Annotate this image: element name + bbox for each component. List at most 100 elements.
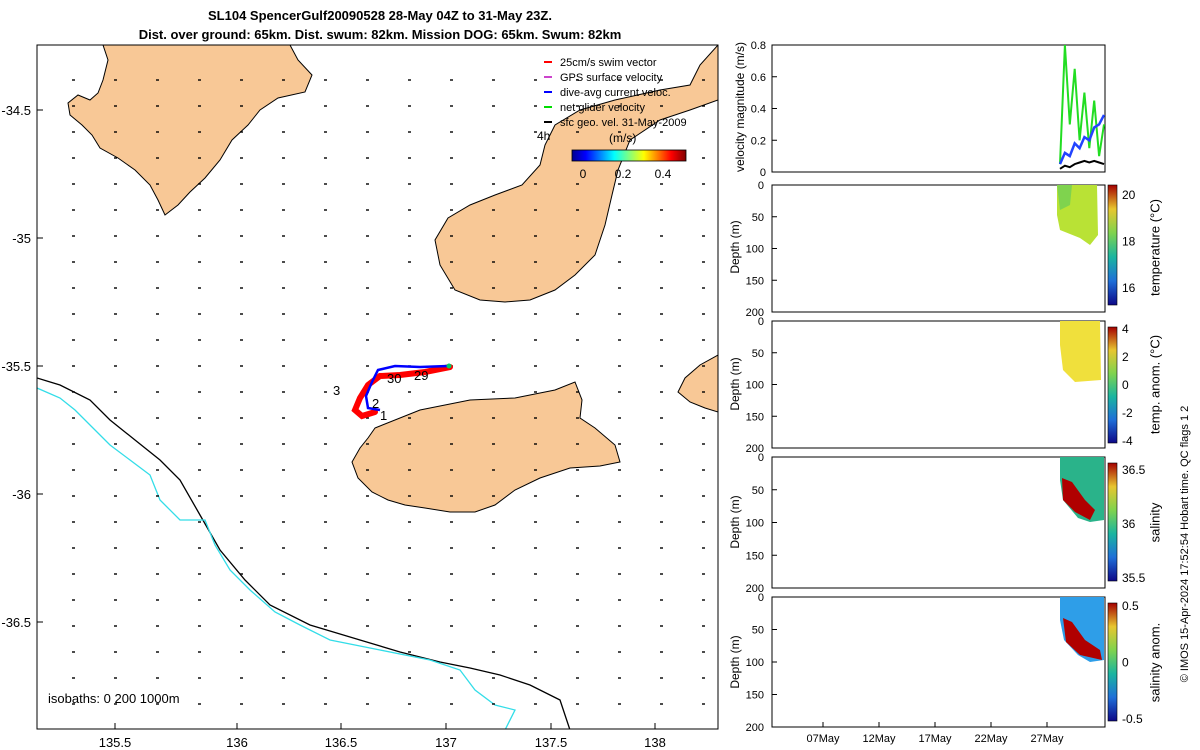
depth-tick-label: 50 bbox=[752, 348, 764, 360]
map-colorbar-tick: 0.2 bbox=[615, 167, 632, 181]
colorbar-tick-label: 35.5 bbox=[1122, 571, 1146, 585]
map-x-tick-label: 137.5 bbox=[535, 735, 568, 750]
glider-track-red bbox=[351, 364, 453, 420]
legend-label: 25cm/s swim vector bbox=[560, 57, 657, 69]
map-axes bbox=[36, 44, 719, 730]
temp-anom-colorbar bbox=[1107, 326, 1118, 444]
colorbar-tick-label: -4 bbox=[1122, 434, 1133, 448]
map-x-tick-label: 138 bbox=[644, 735, 666, 750]
depth-tick-label: 150 bbox=[746, 690, 764, 702]
time-tick-label: 22May bbox=[974, 733, 1008, 745]
map-colorbar-tick: 0.4 bbox=[655, 167, 672, 181]
velocity-panel: 0 0.2 0.4 0.6 0.8 bbox=[751, 40, 1106, 179]
salinity-anom-ylabel: Depth (m) bbox=[728, 635, 742, 689]
isobaths-label: isobaths: 0 200 1000m bbox=[48, 691, 180, 706]
colorbar-tick-label: 2 bbox=[1122, 350, 1129, 364]
salinity-anom-cbar-label: salinity anom. bbox=[1147, 622, 1163, 703]
depth-tick-label: 200 bbox=[746, 443, 764, 455]
depth-tick-label: 200 bbox=[746, 307, 764, 319]
salinity-anom-field-high bbox=[1063, 618, 1102, 660]
depth-tick-label: 150 bbox=[746, 411, 764, 423]
depth-tick-label: 0 bbox=[758, 452, 764, 464]
map-colorbar-tick: 0 bbox=[580, 167, 587, 181]
temperature-cbar-label: temperature (°C) bbox=[1147, 199, 1163, 296]
time-tick-label: 27May bbox=[1030, 733, 1064, 745]
legend-label: sfc geo. vel. 31-May-2009 bbox=[560, 117, 687, 129]
colorbar-tick-label: 36 bbox=[1122, 517, 1136, 531]
map-x-tick-label: 137 bbox=[435, 735, 457, 750]
track-label-3: 3 bbox=[333, 383, 340, 398]
glider-track-blue bbox=[364, 364, 449, 412]
legend-item: sfc geo. vel. 31-May-2009 bbox=[544, 117, 687, 129]
temperature-axes bbox=[771, 184, 1106, 313]
map-colorbar-bar bbox=[571, 149, 687, 162]
colorbar-tick-label: 0.5 bbox=[1122, 599, 1139, 613]
map-y-tick-label: -36.5 bbox=[1, 615, 31, 630]
depth-tick-label: 100 bbox=[746, 657, 764, 669]
colorbar-tick-label: 16 bbox=[1122, 281, 1136, 295]
depth-tick-label: 50 bbox=[752, 485, 764, 497]
colorbar-tick-label: 36.5 bbox=[1122, 463, 1146, 477]
depth-tick-label: 200 bbox=[746, 583, 764, 595]
velocity-y-tick-label: 0 bbox=[760, 167, 766, 179]
depth-tick-label: 100 bbox=[746, 244, 764, 256]
net-glider-velocity-line bbox=[1059, 44, 1105, 165]
map-x-tick-label: 135.5 bbox=[99, 735, 132, 750]
time-tick-label: 12May bbox=[862, 733, 896, 745]
title-line-1: SL104 SpencerGulf20090528 28-May 04Z to … bbox=[208, 8, 552, 23]
track-end-marker bbox=[446, 363, 452, 369]
velocity-y-tick-label: 0.6 bbox=[751, 72, 766, 84]
temperature-ylabel: Depth (m) bbox=[728, 220, 742, 274]
map-y-tick-label: -36 bbox=[12, 487, 31, 502]
legend-label: dive-avg current veloc. bbox=[560, 87, 671, 99]
yorke-peninsula-land bbox=[434, 45, 718, 303]
track-label-29: 29 bbox=[414, 368, 428, 383]
map-y-tick-label: -35.5 bbox=[1, 359, 31, 374]
depth-tick-label: 150 bbox=[746, 275, 764, 287]
temp-anom-panel bbox=[771, 320, 1118, 449]
deep-isobath bbox=[37, 377, 571, 729]
depth-tick-label: 0 bbox=[758, 180, 764, 192]
velocity-y-tick-label: 0.8 bbox=[751, 40, 766, 52]
map-y-tick-label: -35 bbox=[12, 231, 31, 246]
fleurieu-land bbox=[677, 354, 718, 413]
salinity-anom-axes bbox=[771, 596, 1106, 728]
surface-velocity-arrows bbox=[72, 79, 705, 705]
time-tick-label: 17May bbox=[918, 733, 952, 745]
map-legend: 25cm/s swim vector GPS surface velocity … bbox=[537, 57, 687, 143]
legend-time-label: 4h bbox=[537, 129, 550, 143]
temp-anom-field bbox=[1060, 321, 1101, 382]
salinity-anom-colorbar bbox=[1107, 602, 1118, 722]
shelf-isobath bbox=[37, 387, 516, 729]
track-label-2: 2 bbox=[372, 396, 379, 411]
sfc-geo-velocity-line bbox=[1059, 159, 1105, 170]
temperature-field-upper bbox=[1057, 185, 1072, 210]
colorbar-tick-label: -0.5 bbox=[1122, 712, 1143, 726]
dive-avg-current-line bbox=[1058, 114, 1106, 165]
legend-label: net glider velocity bbox=[560, 102, 645, 114]
temp-anom-axes bbox=[771, 320, 1106, 449]
colorbar-tick-label: -2 bbox=[1122, 406, 1133, 420]
kangaroo-island-land bbox=[351, 381, 621, 513]
colorbar-tick-label: 4 bbox=[1122, 322, 1129, 336]
copyright-footer: © IMOS 15-Apr-2024 17:52:54 Hobart time.… bbox=[1179, 405, 1191, 683]
depth-tick-label: 100 bbox=[746, 380, 764, 392]
depth-tick-label: 200 bbox=[746, 722, 764, 734]
legend-item: GPS surface velocity bbox=[544, 72, 663, 84]
salinity-colorbar bbox=[1107, 462, 1118, 582]
depth-tick-label: 150 bbox=[746, 550, 764, 562]
legend-label: GPS surface velocity bbox=[560, 72, 663, 84]
salinity-ylabel: Depth (m) bbox=[728, 495, 742, 549]
map-colorbar-title: (m/s) bbox=[609, 131, 636, 145]
legend-item: 25cm/s swim vector bbox=[544, 57, 657, 69]
velocity-y-tick-label: 0.2 bbox=[751, 135, 766, 147]
depth-tick-label: 0 bbox=[758, 592, 764, 604]
map-x-tick-label: 136.5 bbox=[325, 735, 358, 750]
depth-axes: 0501001502000501001502000501001502000501… bbox=[746, 180, 777, 734]
depth-tick-label: 50 bbox=[752, 625, 764, 637]
salinity-anom-panel bbox=[771, 596, 1118, 728]
temp-anom-cbar-label: temp. anom. (°C) bbox=[1147, 334, 1163, 435]
temperature-colorbar bbox=[1107, 184, 1118, 306]
map-x-tick-label: 136 bbox=[226, 735, 248, 750]
